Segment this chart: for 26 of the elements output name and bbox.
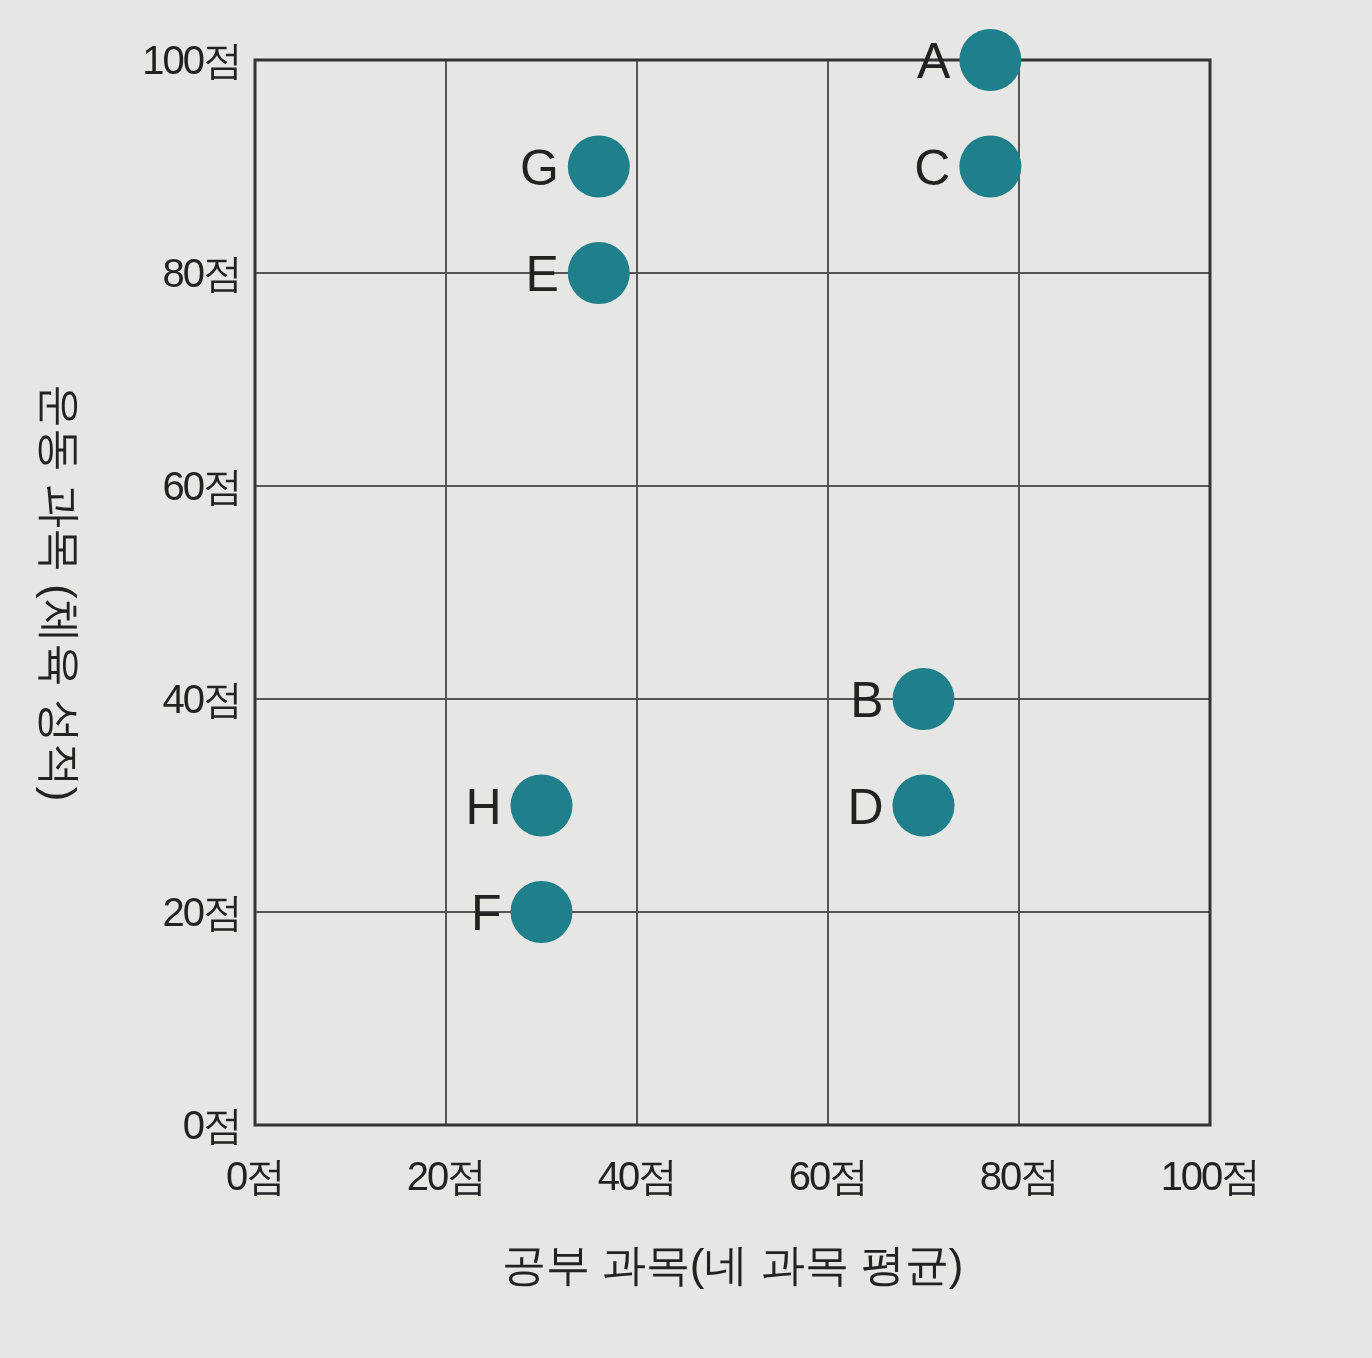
x-tick-label: 60점 xyxy=(788,1154,868,1198)
point xyxy=(892,774,955,837)
x-axis-title: 공부 과목(네 과목 평균) xyxy=(501,1240,964,1289)
point xyxy=(892,668,955,730)
x-tick-label: 80점 xyxy=(979,1154,1059,1198)
annotation: G xyxy=(519,139,559,196)
point xyxy=(567,242,630,304)
y-tick-label: 0점 xyxy=(182,1103,241,1147)
point xyxy=(510,774,573,837)
point xyxy=(959,29,1022,91)
annotation: D xyxy=(847,778,884,835)
y-tick-label: 20점 xyxy=(162,890,241,934)
y-axis-title: 운동 과목 (체육 성적) xyxy=(36,383,85,802)
y-tick-label: 60점 xyxy=(162,464,241,508)
y-tick-label: 80점 xyxy=(162,251,241,295)
point xyxy=(510,881,573,943)
annotation: H xyxy=(465,778,502,835)
y-tick-label: 100점 xyxy=(142,38,241,82)
point xyxy=(959,135,1022,198)
point xyxy=(567,135,630,198)
x-tick-label: 20점 xyxy=(406,1154,486,1198)
x-tick-label: 0점 xyxy=(225,1154,285,1198)
x-tick-label: 40점 xyxy=(597,1154,677,1198)
annotation: C xyxy=(914,139,951,196)
y-tick-label: 40점 xyxy=(162,677,241,721)
x-tick-label: 100점 xyxy=(1160,1154,1260,1198)
